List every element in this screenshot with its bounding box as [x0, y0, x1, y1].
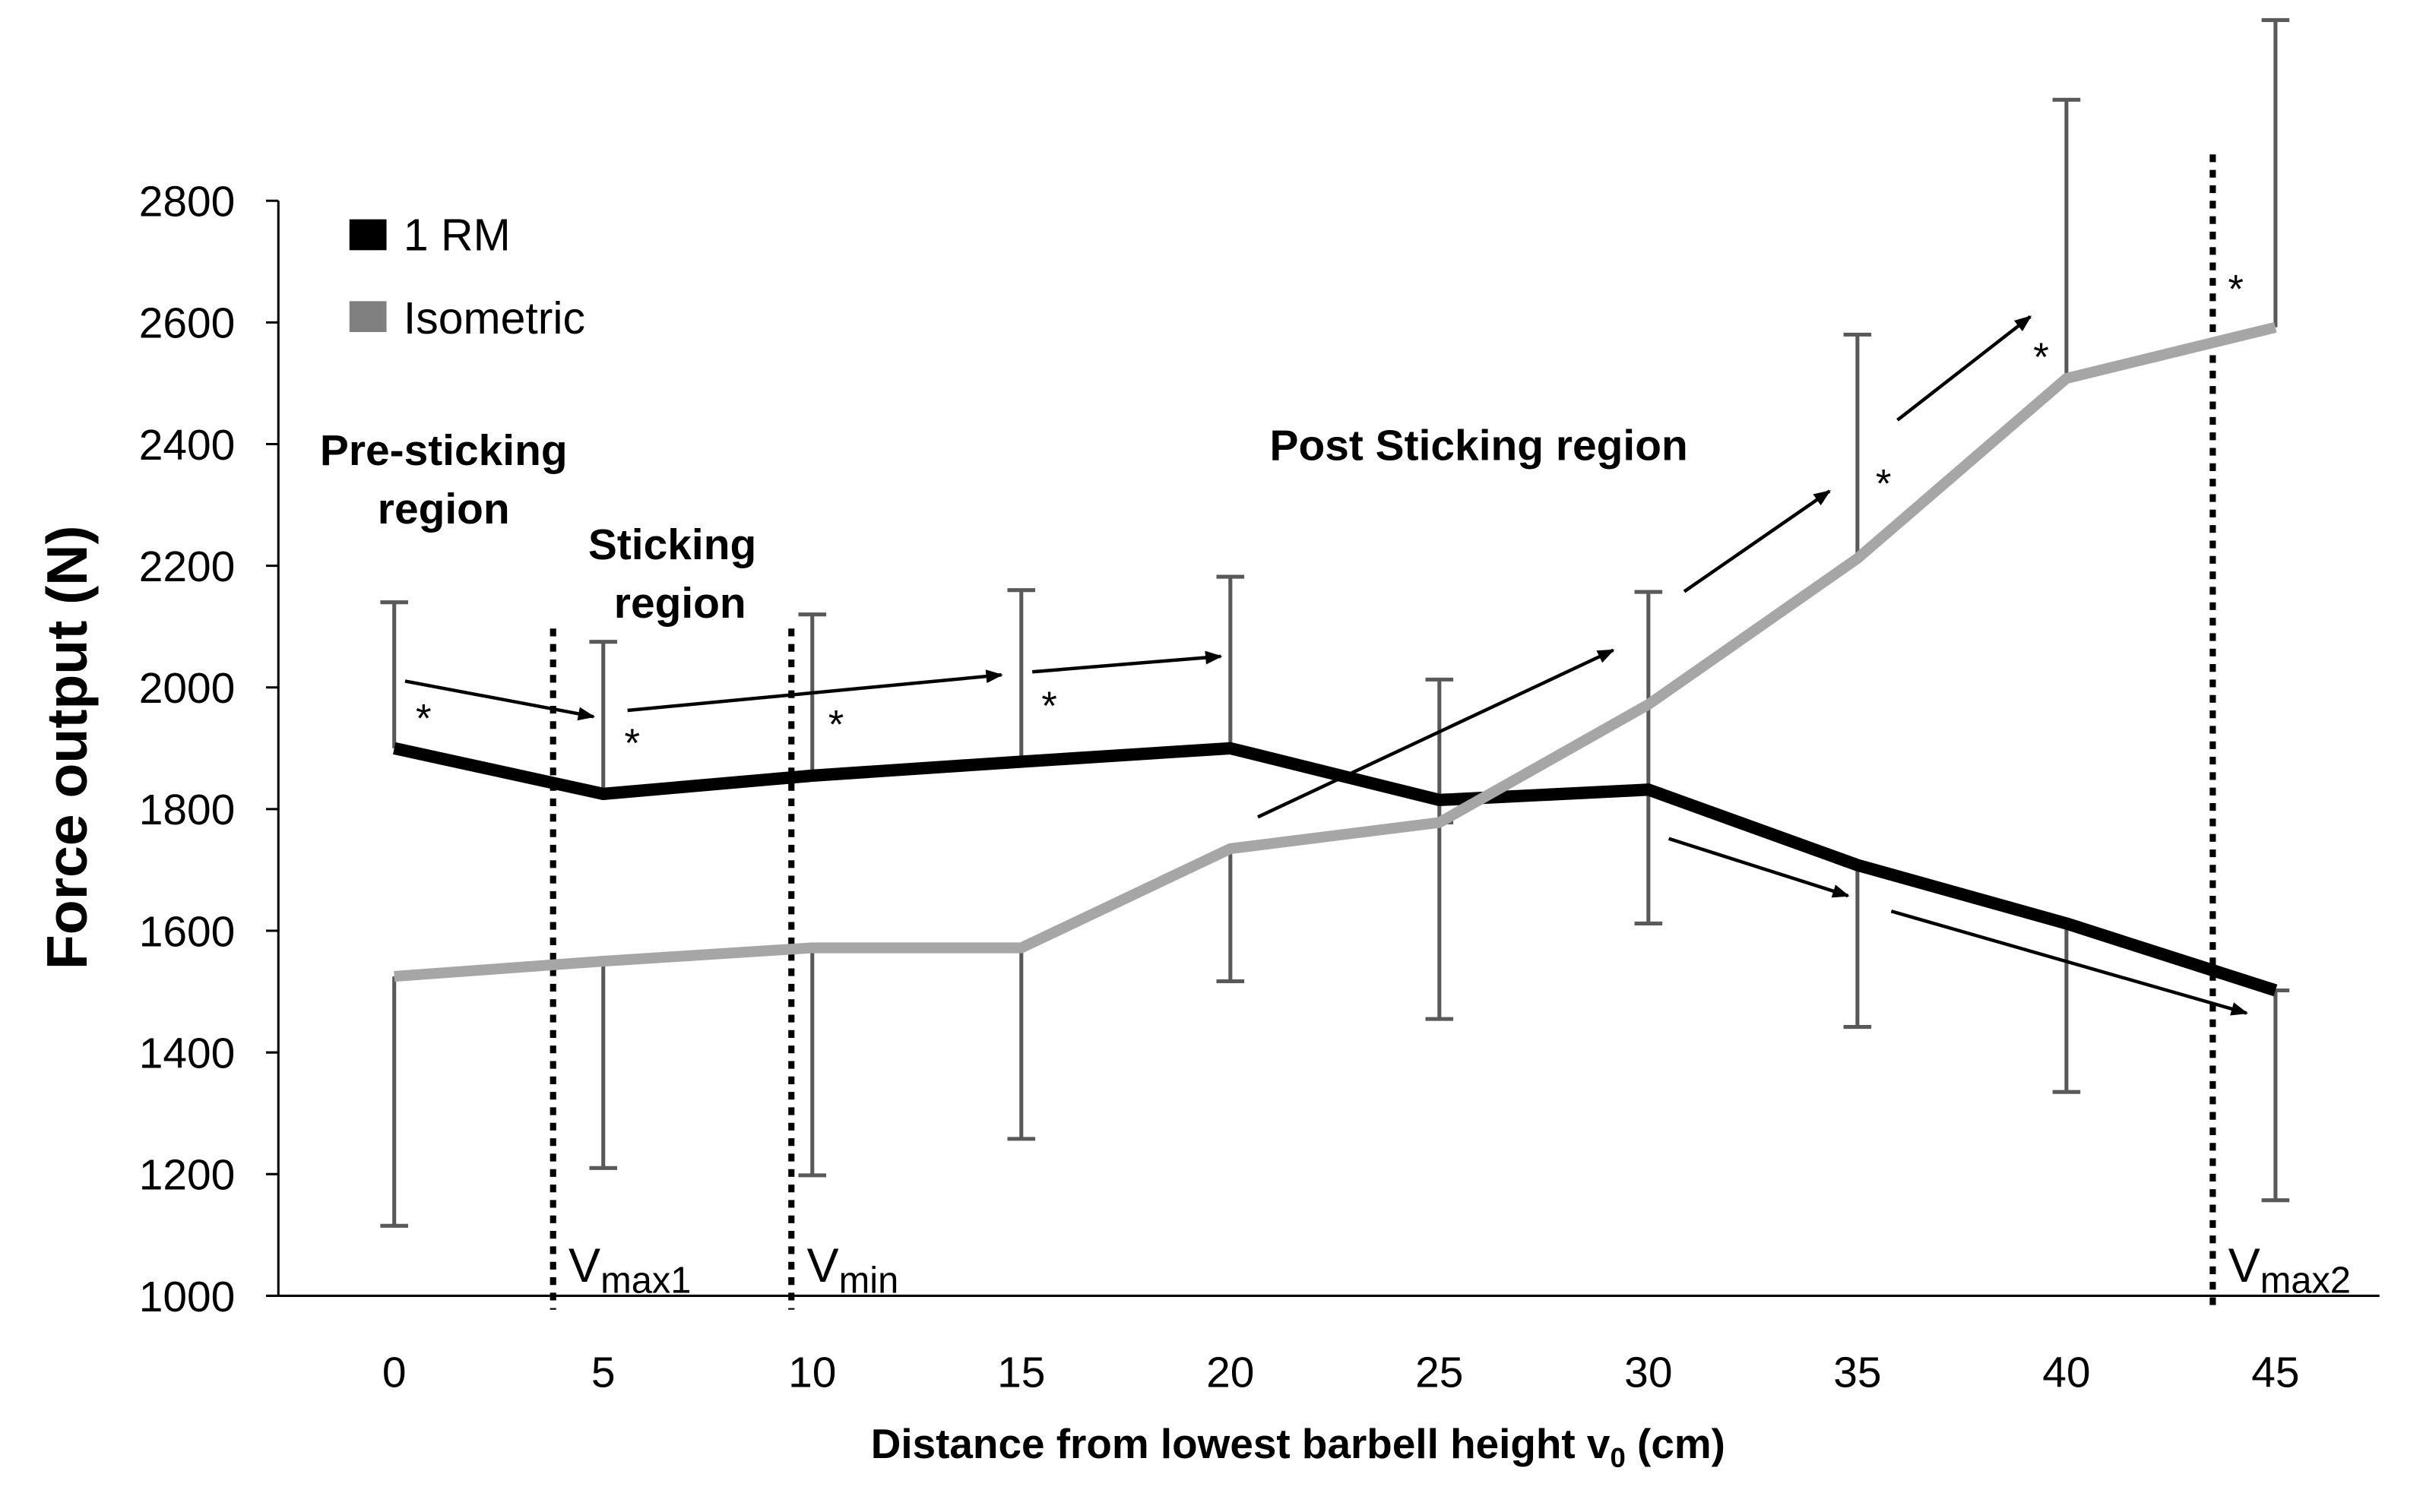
asterisk-4: *	[1041, 684, 1057, 729]
error-bars	[380, 17, 2290, 1228]
asterisk-1: *	[416, 696, 432, 741]
pre-sticking-label-line2: region	[378, 485, 510, 533]
y-tick-label-2200: 2200	[139, 542, 236, 591]
divider-label-sub-min: min	[839, 1260, 899, 1301]
y-tick-label-1200: 1200	[139, 1151, 236, 1200]
divider-label-max2: Vmax2	[2228, 1239, 2351, 1301]
region-divider-lines: Vmax1 Vmin Vmax2	[550, 154, 2351, 1310]
asterisk-5: *	[1876, 462, 1892, 507]
arrow-6	[1896, 315, 2032, 422]
asterisk-2: *	[624, 721, 640, 766]
x-axis-title-main: Distance from lowest barbell height v	[871, 1420, 1611, 1467]
divider-label-sub-max2: max2	[2260, 1260, 2351, 1301]
x-axis-title-subscript: 0	[1610, 1442, 1625, 1473]
legend-label-1rm: 1 RM	[404, 210, 511, 260]
legend-swatch-1rm	[349, 219, 387, 251]
x-tick-label-35: 35	[1833, 1348, 1881, 1397]
x-tick-label-5: 5	[591, 1348, 616, 1397]
x-tick-label-45: 45	[2251, 1348, 2299, 1397]
pre-sticking-label-line1: Pre-sticking	[320, 426, 568, 475]
x-axis-ticks: 0 5 10 15 20 25 30 35 40 45	[382, 1348, 2300, 1397]
y-tick-label-1600: 1600	[139, 907, 236, 956]
arrow-7	[1668, 837, 1850, 898]
legend-label-isometric: Isometric	[404, 294, 585, 343]
asterisk-7: *	[2228, 267, 2244, 312]
x-tick-label-15: 15	[997, 1348, 1045, 1397]
series-line-1-rm	[392, 742, 2278, 997]
asterisk-6: *	[2033, 335, 2049, 380]
legend: 1 RM Isometric	[349, 210, 585, 343]
divider-label-max1: Vmax1	[569, 1239, 691, 1301]
y-tick-label-2400: 2400	[139, 421, 236, 470]
trend-arrows	[404, 315, 2249, 1016]
divider-label-min: Vmin	[807, 1239, 899, 1301]
arrow-8	[1890, 909, 2249, 1016]
x-axis-title-tail: (cm)	[1626, 1420, 1725, 1467]
y-tick-label-2800: 2800	[139, 178, 236, 226]
sticking-label-line1: Sticking	[588, 520, 756, 569]
arrow-1	[404, 679, 596, 721]
x-tick-label-0: 0	[382, 1348, 407, 1397]
x-tick-label-30: 30	[1624, 1348, 1672, 1397]
post-sticking-label: Post Sticking region	[1270, 422, 1688, 470]
arrow-2	[627, 669, 1003, 713]
x-tick-label-40: 40	[2042, 1348, 2090, 1397]
x-tick-label-25: 25	[1415, 1348, 1463, 1397]
y-axis-ticks: 1000 1200 1400 1600 1800 2000 2200 2400 2600 2800	[139, 178, 279, 1321]
divider-label-main-min: V	[807, 1239, 839, 1292]
y-tick-label-1400: 1400	[139, 1029, 236, 1077]
sticking-label-line2: region	[614, 579, 746, 628]
series-line-isometric	[394, 321, 2277, 982]
y-tick-label-2600: 2600	[139, 299, 236, 348]
x-tick-label-10: 10	[788, 1348, 836, 1397]
arrow-4	[1257, 648, 1615, 819]
y-tick-label-1000: 1000	[139, 1273, 236, 1321]
x-axis-title: Distance from lowest barbell height v0 (…	[871, 1420, 1725, 1473]
legend-swatch-isometric	[349, 301, 387, 333]
divider-label-main-max1: V	[569, 1239, 600, 1292]
divider-label-sub-max1: max1	[600, 1260, 691, 1301]
divider-label-main-max2: V	[2228, 1239, 2260, 1292]
arrow-3	[1032, 650, 1223, 674]
y-tick-label-1800: 1800	[139, 786, 236, 834]
asterisk-3: *	[828, 703, 844, 748]
region-labels: Pre-sticking region Sticking region Post…	[320, 422, 1688, 628]
y-tick-label-2000: 2000	[139, 664, 236, 713]
data-series	[392, 321, 2278, 997]
x-tick-label-20: 20	[1206, 1348, 1254, 1397]
significance-asterisks: * * * * * * *	[416, 267, 2244, 766]
arrow-5	[1683, 489, 1831, 593]
y-axis-title: Force output (N)	[35, 525, 99, 970]
